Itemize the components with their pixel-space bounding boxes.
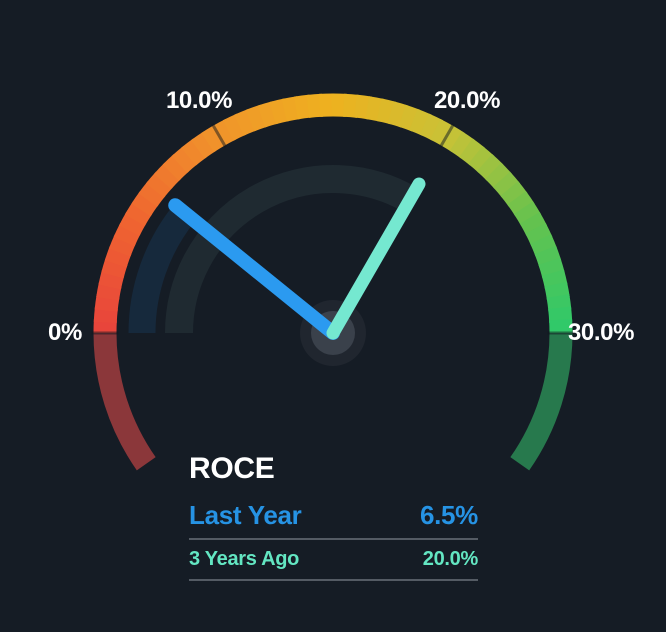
tick-label-20: 20.0% [433, 86, 501, 114]
legend: ROCE Last Year 6.5% 3 Years Ago 20.0% [189, 452, 478, 581]
tick-label-10: 10.0% [165, 86, 233, 114]
legend-title: ROCE [189, 452, 275, 485]
divider [189, 538, 478, 540]
legend-row-label: 3 Years Ago [189, 548, 300, 570]
legend-row-label: Last Year [189, 500, 302, 530]
legend-row-value: 20.0% [422, 548, 479, 570]
legend-row-3-years-ago: 3 Years Ago 20.0% [189, 547, 478, 571]
trail-arc-last-year [128, 204, 196, 334]
trail-arc-3-years-ago [165, 165, 417, 334]
needle-last-year [168, 198, 340, 340]
needle-3-years-ago [326, 177, 426, 340]
tick-label-0: 0% [48, 319, 82, 346]
tick-label-30: 30.0% [567, 319, 635, 346]
legend-row-value: 6.5% [419, 500, 478, 530]
gauge-tick-10 [210, 123, 228, 148]
gauge-arc-below-min [93, 332, 156, 471]
gauge-tick-20 [438, 123, 456, 148]
gauge-arc-above-max [510, 332, 573, 471]
divider [189, 579, 478, 581]
legend-row-last-year: Last Year 6.5% [189, 500, 478, 530]
